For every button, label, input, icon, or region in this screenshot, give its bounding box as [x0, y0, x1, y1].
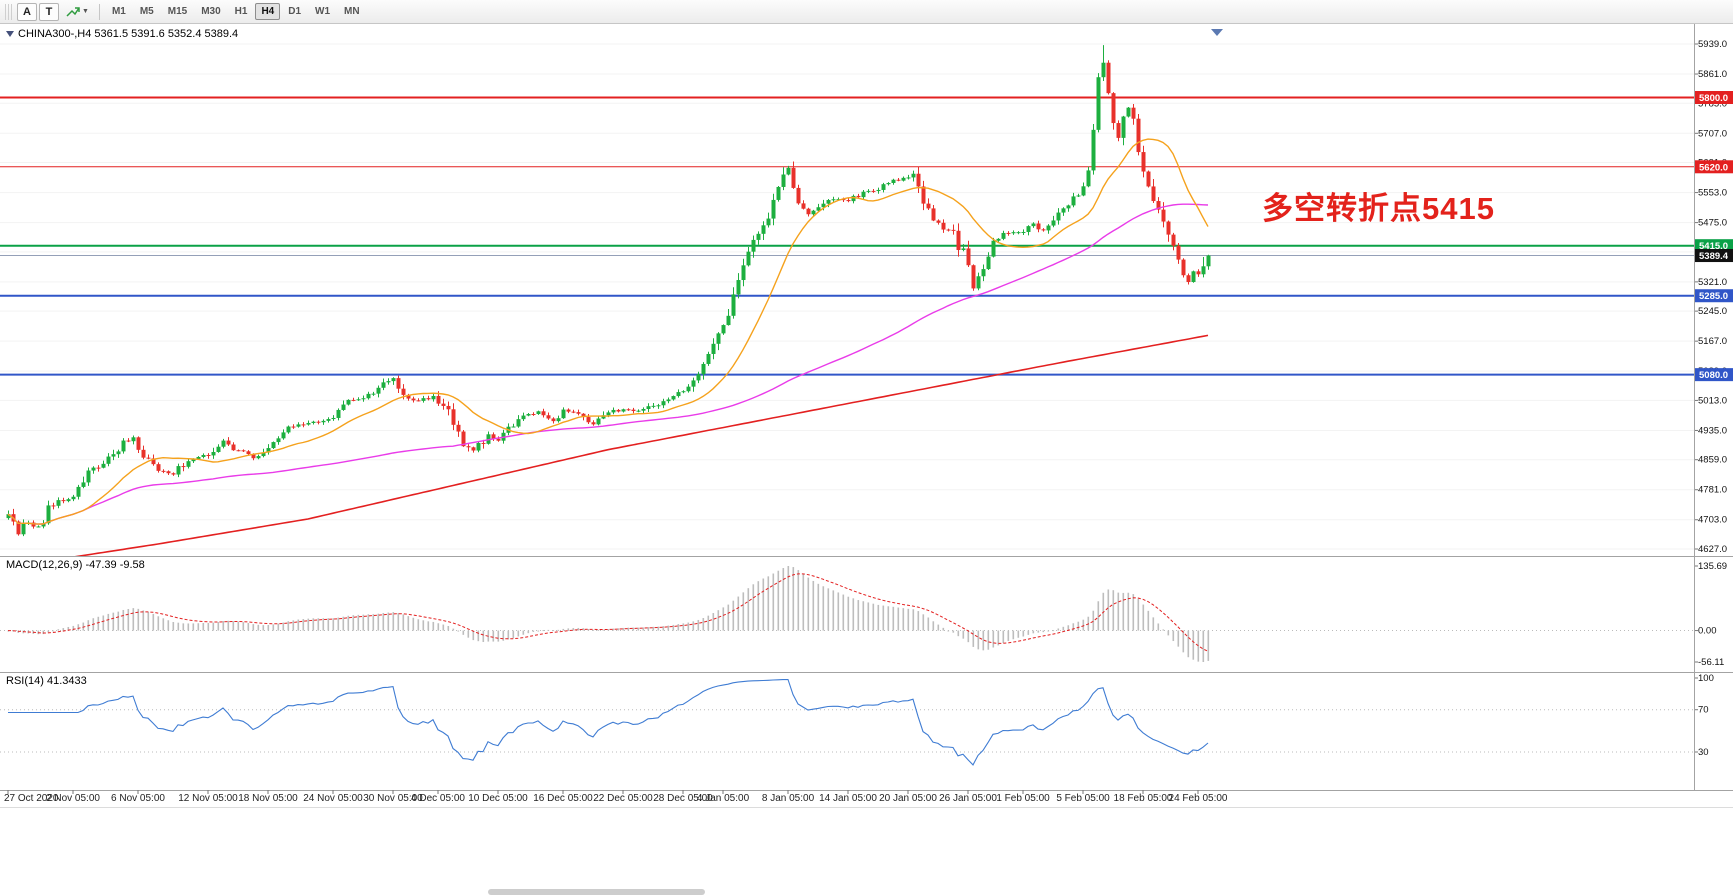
macd-axis: 135.69 0.00 -56.11 — [1694, 561, 1727, 668]
timeframe-button-m15[interactable]: M15 — [167, 6, 188, 17]
rsi-line — [8, 678, 1209, 766]
macd-signal-line — [7, 573, 1209, 652]
timeframe-button-m5[interactable]: M5 — [139, 6, 154, 17]
svg-text:4859.0: 4859.0 — [1698, 455, 1727, 466]
price-grid — [0, 43, 1694, 550]
arrow-tool-icon — [66, 6, 80, 17]
timeframe-button-w1[interactable]: W1 — [315, 6, 331, 17]
svg-text:5285.0: 5285.0 — [1699, 291, 1728, 302]
price-tag-5285.0[interactable]: 5285.0 — [1695, 289, 1733, 303]
timeframe-button-d1[interactable]: D1 — [288, 6, 302, 17]
svg-text:4627.0: 4627.0 — [1698, 544, 1727, 555]
svg-text:18 Feb 05:00: 18 Feb 05:00 — [1114, 793, 1173, 804]
rsi-axis: 100 70 30 — [1694, 673, 1714, 758]
svg-text:30: 30 — [1698, 747, 1709, 758]
svg-text:135.69: 135.69 — [1698, 561, 1727, 572]
svg-text:4935.0: 4935.0 — [1698, 425, 1727, 436]
price-axis[interactable]: 5939.05861.05785.05707.05631.05553.05475… — [1694, 39, 1733, 555]
svg-text:5861.0: 5861.0 — [1698, 69, 1727, 80]
chevron-down-icon: ▼ — [82, 8, 89, 15]
svg-text:100: 100 — [1698, 673, 1714, 684]
svg-text:5415.0: 5415.0 — [1699, 241, 1728, 252]
candles — [6, 45, 1211, 537]
svg-text:1 Feb 05:00: 1 Feb 05:00 — [996, 793, 1050, 804]
svg-text:8 Jan 05:00: 8 Jan 05:00 — [762, 793, 815, 804]
svg-text:-56.11: -56.11 — [1698, 657, 1724, 668]
svg-text:5475.0: 5475.0 — [1698, 218, 1727, 229]
timeframe-button-m30[interactable]: M30 — [201, 6, 221, 17]
svg-text:5620.0: 5620.0 — [1699, 162, 1728, 173]
svg-text:26 Jan 05:00: 26 Jan 05:00 — [939, 793, 997, 804]
svg-text:14 Jan 05:00: 14 Jan 05:00 — [819, 793, 877, 804]
price-tag-5620.0[interactable]: 5620.0 — [1695, 160, 1733, 174]
timeframe-buttons: M1 M5 M15 M30 H1 H4 D1 W1 MN — [105, 3, 367, 20]
text-label-tool-button[interactable]: A — [17, 2, 37, 21]
macd-panel — [0, 566, 1694, 662]
chart-shift-marker[interactable] — [1211, 29, 1223, 36]
svg-text:70: 70 — [1698, 705, 1709, 716]
svg-text:16 Dec 05:00: 16 Dec 05:00 — [533, 793, 593, 804]
svg-text:4 Dec 05:00: 4 Dec 05:00 — [411, 793, 465, 804]
chart-annotation: 多空转折点5415 — [1262, 191, 1495, 226]
svg-text:0.00: 0.00 — [1698, 626, 1717, 637]
toolbar: A T ▼ M1 M5 M15 M30 H1 H4 D1 W1 MN — [0, 0, 1733, 24]
svg-text:5707.0: 5707.0 — [1698, 128, 1727, 139]
rsi-panel — [0, 678, 1694, 766]
svg-text:5013.0: 5013.0 — [1698, 395, 1727, 406]
price-tag-5415.0[interactable]: 5415.0 — [1695, 239, 1733, 253]
svg-text:28 Dec 05:00: 28 Dec 05:00 — [653, 793, 713, 804]
moving-averages — [7, 138, 1209, 556]
toolbar-gripper[interactable] — [5, 3, 13, 20]
svg-text:5800.0: 5800.0 — [1699, 93, 1728, 104]
svg-text:5939.0: 5939.0 — [1698, 39, 1727, 50]
rsi-indicator-label: RSI(14) 41.3433 — [6, 675, 87, 687]
svg-text:12 Nov 05:00: 12 Nov 05:00 — [178, 793, 238, 804]
svg-text:5080.0: 5080.0 — [1699, 370, 1728, 381]
svg-text:5167.0: 5167.0 — [1698, 336, 1727, 347]
price-tag-5389.4[interactable]: 5389.4 — [1695, 249, 1733, 262]
horizontal-scrollbar-thumb[interactable] — [488, 889, 705, 895]
text-tool-button[interactable]: T — [39, 2, 59, 21]
svg-text:27 Oct 2020: 27 Oct 2020 — [4, 793, 59, 804]
svg-text:4781.0: 4781.0 — [1698, 485, 1727, 496]
svg-text:24 Nov 05:00: 24 Nov 05:00 — [303, 793, 363, 804]
svg-text:10 Dec 05:00: 10 Dec 05:00 — [468, 793, 528, 804]
horizontal-lines — [0, 96, 1694, 376]
ma-fast-line — [7, 138, 1209, 525]
chart-title-text: CHINA300-,H4 5361.5 5391.6 5352.4 5389.4 — [18, 28, 239, 40]
svg-text:5 Feb 05:00: 5 Feb 05:00 — [1056, 793, 1110, 804]
svg-text:4 Jan 05:00: 4 Jan 05:00 — [697, 793, 750, 804]
arrow-objects-tool-button[interactable]: ▼ — [62, 2, 92, 22]
svg-text:30 Nov 05:00: 30 Nov 05:00 — [363, 793, 423, 804]
svg-text:18 Nov 05:00: 18 Nov 05:00 — [238, 793, 298, 804]
price-tag-5080.0[interactable]: 5080.0 — [1695, 368, 1733, 382]
svg-text:24 Feb 05:00: 24 Feb 05:00 — [1169, 793, 1228, 804]
timeframe-button-mn[interactable]: MN — [344, 6, 360, 17]
symbol-marker-icon — [6, 31, 14, 37]
timeframe-button-h1[interactable]: H1 — [234, 6, 248, 17]
panel-separators — [0, 24, 1733, 808]
svg-text:22 Dec 05:00: 22 Dec 05:00 — [593, 793, 653, 804]
chart-title: CHINA300-,H4 5361.5 5391.6 5352.4 5389.4 — [6, 28, 238, 40]
svg-text:20 Jan 05:00: 20 Jan 05:00 — [879, 793, 937, 804]
timeframe-button-m1[interactable]: M1 — [111, 6, 126, 17]
toolbar-separator — [98, 3, 100, 20]
price-tag-5800.0[interactable]: 5800.0 — [1695, 91, 1733, 105]
timeframe-button-h4[interactable]: H4 — [255, 3, 281, 20]
svg-text:2 Nov 05:00: 2 Nov 05:00 — [46, 793, 100, 804]
ma-slow-line — [74, 334, 1209, 556]
svg-text:5553.0: 5553.0 — [1698, 188, 1727, 199]
ma-mid-line — [7, 203, 1209, 525]
svg-text:5245.0: 5245.0 — [1698, 306, 1727, 317]
svg-text:6 Nov 05:00: 6 Nov 05:00 — [111, 793, 165, 804]
svg-text:4703.0: 4703.0 — [1698, 515, 1727, 526]
svg-text:5321.0: 5321.0 — [1698, 277, 1727, 288]
svg-text:5389.4: 5389.4 — [1699, 251, 1729, 262]
macd-indicator-label: MACD(12,26,9) -47.39 -9.58 — [6, 559, 145, 571]
